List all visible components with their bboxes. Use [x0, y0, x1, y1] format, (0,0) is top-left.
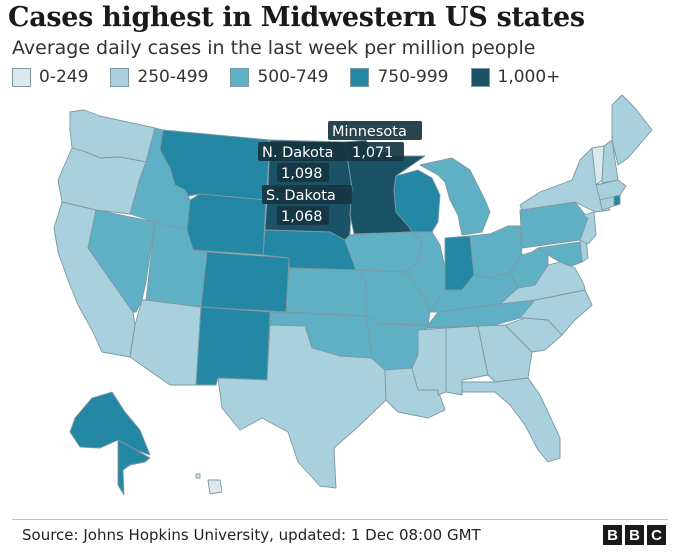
label-box-north-dakota-value	[277, 163, 329, 182]
label-minnesota: Minnesota	[332, 124, 407, 140]
legend-label: 1,000+	[497, 67, 561, 87]
state-wyoming[interactable]	[186, 193, 267, 256]
bbc-logo: B B C	[603, 525, 666, 545]
footer-divider	[12, 519, 668, 520]
legend: 0-249 250-499 500-749 750-999 1,000+	[12, 66, 582, 88]
state-maine[interactable]	[611, 94, 653, 166]
label-north-dakota: N. Dakota	[262, 145, 333, 161]
legend-swatch	[12, 67, 31, 87]
legend-swatch	[350, 67, 370, 87]
state-iowa[interactable]	[344, 231, 423, 273]
state-arizona[interactable]	[129, 299, 202, 386]
source-note: Source: Johns Hopkins University, update…	[22, 526, 481, 544]
state-montana[interactable]	[159, 129, 271, 201]
value-minnesota: 1,071	[352, 145, 394, 161]
value-north-dakota: 1,098	[281, 166, 323, 182]
legend-label: 500-749	[257, 67, 329, 87]
legend-label: 0-249	[39, 67, 89, 87]
bbc-logo-letter: B	[603, 525, 622, 545]
label-box-north-dakota	[258, 142, 404, 161]
value-south-dakota: 1,068	[281, 209, 323, 225]
state-colorado[interactable]	[200, 251, 290, 313]
label-box-south-dakota	[262, 185, 352, 204]
state-new-hampshire[interactable]	[601, 139, 619, 184]
legend-label: 750-999	[377, 67, 449, 87]
bbc-logo-letter: B	[625, 525, 644, 545]
state-hawaii-islet[interactable]	[195, 473, 201, 479]
label-box-south-dakota-value	[277, 206, 329, 225]
state-kansas[interactable]	[285, 267, 367, 317]
state-alaska-panhandle[interactable]	[117, 439, 151, 496]
state-texas[interactable]	[217, 324, 387, 489]
state-hawaii[interactable]	[207, 479, 223, 495]
legend-item-500-749: 500-749	[230, 67, 328, 87]
state-alaska[interactable]	[69, 391, 151, 456]
legend-item-1000-plus: 1,000+	[470, 67, 561, 87]
bbc-logo-letter: C	[647, 525, 666, 545]
legend-swatch	[110, 67, 130, 87]
legend-label: 250-499	[137, 67, 209, 87]
label-south-dakota: S. Dakota	[266, 188, 336, 204]
state-new-mexico[interactable]	[195, 306, 271, 386]
chart-subtitle: Average daily cases in the last week per…	[12, 37, 536, 59]
legend-swatch	[230, 67, 250, 87]
legend-item-250-499: 250-499	[110, 67, 208, 87]
label-box-minnesota	[328, 121, 422, 140]
state-michigan[interactable]	[419, 157, 491, 236]
state-massachusetts[interactable]	[595, 179, 627, 201]
state-florida[interactable]	[461, 377, 561, 463]
legend-item-750-999: 750-999	[350, 67, 449, 87]
legend-swatch	[470, 67, 490, 87]
chart-title: Cases highest in Midwestern US states	[8, 2, 585, 33]
legend-item-0-249: 0-249	[12, 67, 88, 87]
